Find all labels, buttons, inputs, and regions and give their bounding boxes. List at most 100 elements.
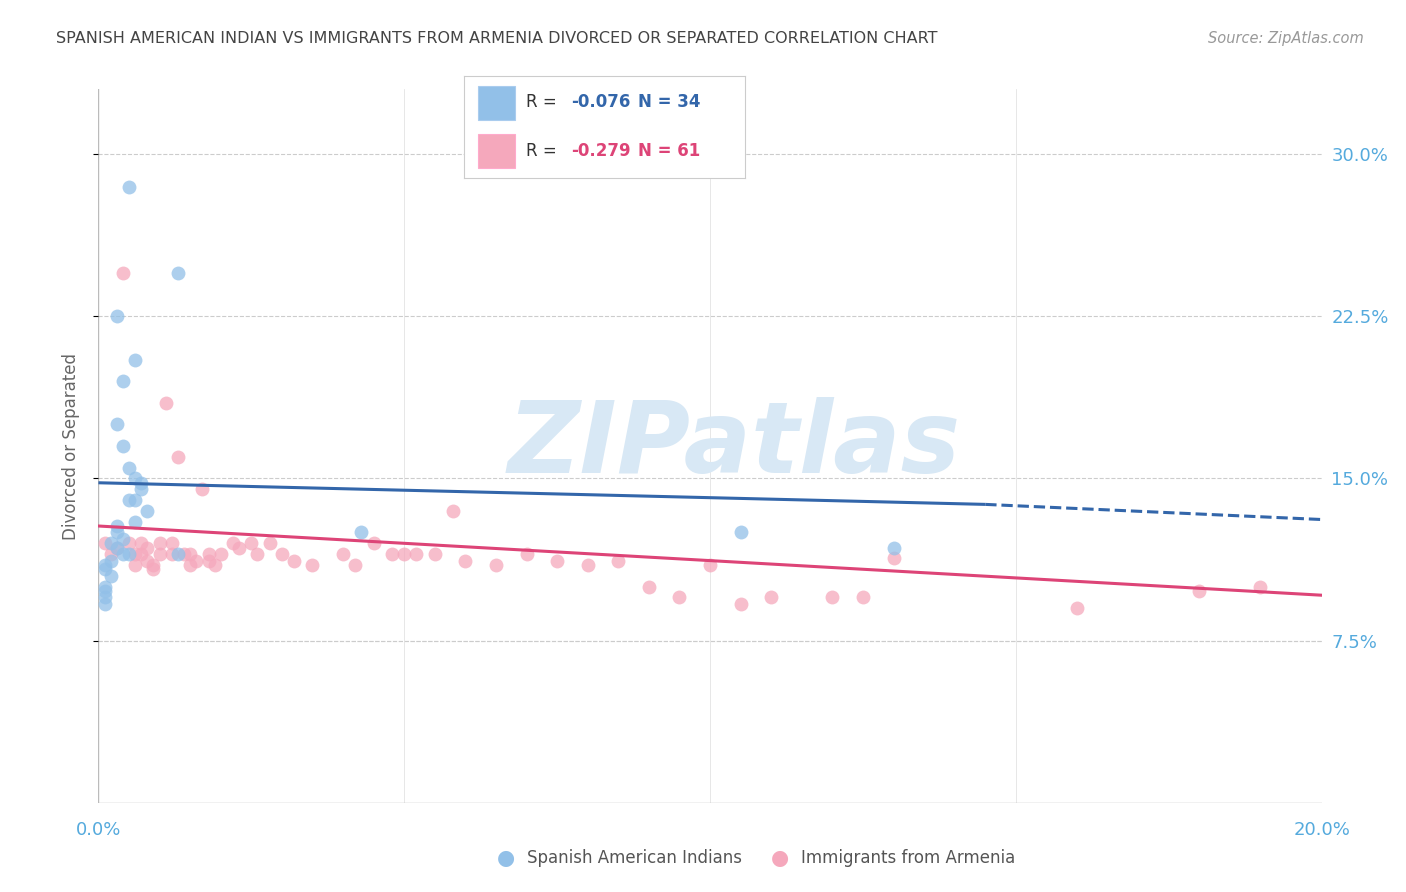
Point <box>228 541 250 555</box>
Point <box>197 547 219 561</box>
Text: R =: R = <box>526 94 562 112</box>
Point <box>363 536 385 550</box>
Point <box>129 547 152 561</box>
Point <box>546 553 568 567</box>
Point <box>124 515 146 529</box>
Point <box>167 266 190 280</box>
Point <box>607 553 630 567</box>
Text: ZIPatlas: ZIPatlas <box>508 398 962 494</box>
Point <box>454 553 477 567</box>
Point <box>204 558 226 572</box>
Point <box>93 580 115 594</box>
Point <box>111 547 134 561</box>
Point <box>136 504 159 518</box>
Point <box>160 536 183 550</box>
Point <box>100 536 122 550</box>
Point <box>730 597 752 611</box>
Point <box>111 532 134 546</box>
Point <box>283 553 305 567</box>
Bar <box>478 87 515 120</box>
Point <box>118 179 141 194</box>
Point <box>100 547 122 561</box>
Point <box>105 519 128 533</box>
Point <box>149 547 172 561</box>
Point <box>699 558 721 572</box>
Text: 20.0%: 20.0% <box>1294 821 1350 838</box>
Point <box>392 547 416 561</box>
Point <box>100 568 122 582</box>
Point <box>105 417 128 432</box>
Point <box>124 558 146 572</box>
Point <box>129 482 152 496</box>
Point <box>191 482 214 496</box>
Point <box>142 562 165 576</box>
Point <box>124 352 146 367</box>
Point <box>155 396 177 410</box>
Point <box>118 536 141 550</box>
Point <box>93 591 115 605</box>
Point <box>93 536 115 550</box>
Text: ●: ● <box>498 848 515 868</box>
Text: N = 61: N = 61 <box>638 142 700 160</box>
Point <box>576 558 599 572</box>
Point <box>124 471 146 485</box>
Point <box>637 580 661 594</box>
Point <box>197 553 219 567</box>
Point <box>883 551 905 566</box>
Point <box>222 536 245 550</box>
Point <box>105 310 128 324</box>
Point <box>111 266 134 280</box>
Point <box>118 493 141 508</box>
Point <box>93 562 115 576</box>
Point <box>240 536 263 550</box>
Point <box>852 591 875 605</box>
Point <box>105 541 128 555</box>
Point <box>167 547 190 561</box>
Point <box>124 547 146 561</box>
Point <box>160 547 183 561</box>
Text: SPANISH AMERICAN INDIAN VS IMMIGRANTS FROM ARMENIA DIVORCED OR SEPARATED CORRELA: SPANISH AMERICAN INDIAN VS IMMIGRANTS FR… <box>56 31 938 46</box>
Point <box>246 547 269 561</box>
Text: 0.0%: 0.0% <box>76 821 121 838</box>
Point <box>142 558 165 572</box>
Point <box>93 558 115 572</box>
Point <box>270 547 292 561</box>
Bar <box>478 135 515 168</box>
Point <box>105 525 128 540</box>
Point <box>405 547 427 561</box>
Text: R =: R = <box>526 142 562 160</box>
Text: ●: ● <box>772 848 789 868</box>
Point <box>1249 580 1271 594</box>
Point <box>129 475 152 490</box>
Point <box>179 547 201 561</box>
Point <box>344 558 367 572</box>
Point <box>167 450 190 464</box>
Point <box>332 547 354 561</box>
Point <box>350 525 373 540</box>
Text: Immigrants from Armenia: Immigrants from Armenia <box>801 849 1015 867</box>
Point <box>118 547 141 561</box>
Point <box>111 439 134 453</box>
Point <box>730 525 752 540</box>
Point <box>136 553 159 567</box>
Point <box>821 591 844 605</box>
Point <box>209 547 232 561</box>
Point <box>111 374 134 388</box>
Point <box>259 536 281 550</box>
Text: Spanish American Indians: Spanish American Indians <box>527 849 742 867</box>
Point <box>129 536 152 550</box>
Point <box>136 541 159 555</box>
Point <box>1188 583 1211 598</box>
Point <box>124 493 146 508</box>
Point <box>186 553 208 567</box>
Point <box>105 541 128 555</box>
Point <box>668 591 690 605</box>
Point <box>441 504 464 518</box>
Point <box>759 591 782 605</box>
Text: N = 34: N = 34 <box>638 94 700 112</box>
Text: -0.279: -0.279 <box>571 142 630 160</box>
Point <box>883 541 905 555</box>
Point <box>381 547 404 561</box>
Point <box>173 547 195 561</box>
Point <box>1066 601 1088 615</box>
